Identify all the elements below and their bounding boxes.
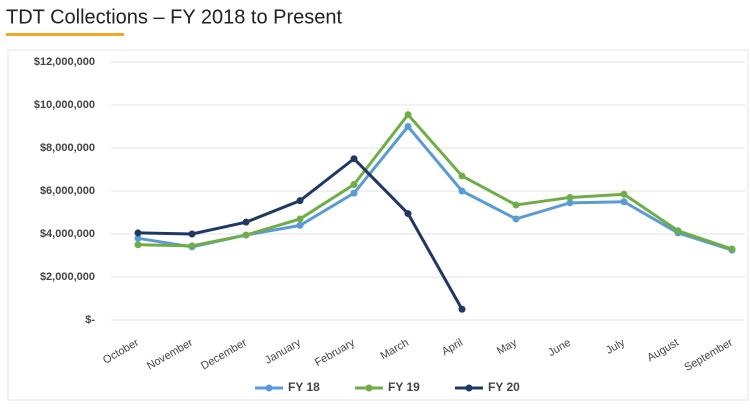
x-tick-label: November bbox=[145, 337, 195, 373]
data-point bbox=[566, 199, 574, 207]
data-point bbox=[296, 215, 304, 223]
chart-title: TDT Collections – FY 2018 to Present bbox=[6, 6, 343, 28]
y-tick-label: $- bbox=[85, 314, 95, 326]
x-tick-label: October bbox=[101, 337, 141, 367]
data-point bbox=[350, 155, 358, 163]
data-point bbox=[620, 198, 628, 206]
data-point bbox=[512, 215, 520, 223]
data-point bbox=[458, 172, 466, 180]
legend-swatch-dot bbox=[365, 384, 373, 392]
x-tick-label: June bbox=[546, 337, 573, 359]
data-point bbox=[188, 230, 196, 238]
chart-frame bbox=[7, 49, 749, 401]
data-point bbox=[188, 242, 196, 250]
x-tick-label: April bbox=[440, 337, 465, 358]
x-tick-label: December bbox=[199, 337, 249, 373]
y-tick-label: $2,000,000 bbox=[40, 271, 95, 283]
y-tick-label: $10,000,000 bbox=[34, 99, 95, 111]
data-point bbox=[134, 229, 142, 237]
data-point bbox=[512, 201, 520, 209]
x-tick-label: September bbox=[682, 337, 735, 374]
legend-swatch-dot bbox=[465, 384, 473, 392]
data-point bbox=[566, 193, 574, 201]
y-tick-label: $4,000,000 bbox=[40, 228, 95, 240]
data-point bbox=[242, 218, 250, 226]
data-point bbox=[242, 231, 250, 239]
data-point bbox=[404, 210, 412, 218]
data-point bbox=[296, 221, 304, 229]
data-point bbox=[458, 187, 466, 195]
legend-label: FY 20 bbox=[488, 380, 520, 394]
x-tick-label: March bbox=[378, 337, 410, 363]
data-point bbox=[620, 190, 628, 198]
data-point bbox=[134, 234, 142, 242]
data-point bbox=[350, 181, 358, 189]
y-tick-label: $6,000,000 bbox=[40, 185, 95, 197]
x-tick-label: August bbox=[645, 337, 681, 365]
data-point bbox=[350, 189, 358, 197]
x-tick-label: January bbox=[263, 336, 303, 366]
data-point bbox=[134, 241, 142, 249]
data-point bbox=[674, 227, 682, 235]
y-tick-label: $12,000,000 bbox=[34, 56, 95, 68]
title-underline bbox=[6, 33, 124, 36]
legend-label: FY 19 bbox=[388, 380, 420, 394]
legend-label: FY 18 bbox=[288, 380, 320, 394]
data-point bbox=[728, 245, 736, 253]
y-tick-label: $8,000,000 bbox=[40, 142, 95, 154]
data-point bbox=[404, 111, 412, 119]
x-tick-label: July bbox=[604, 336, 627, 356]
x-tick-label: February bbox=[313, 336, 358, 369]
legend-swatch-dot bbox=[265, 384, 273, 392]
data-point bbox=[404, 123, 412, 130]
data-point bbox=[296, 197, 304, 205]
data-point bbox=[458, 305, 466, 313]
x-tick-label: May bbox=[495, 336, 519, 357]
series-line bbox=[137, 112, 733, 251]
